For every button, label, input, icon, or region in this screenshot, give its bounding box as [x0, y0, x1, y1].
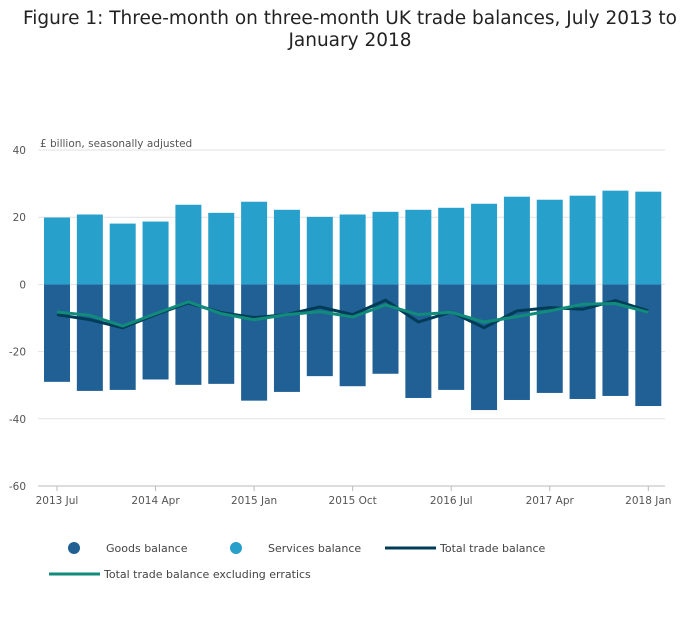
bar-goods-balance	[142, 284, 169, 380]
bar-goods-balance	[208, 284, 235, 384]
bar-goods-balance	[241, 284, 268, 401]
bar-services-balance	[208, 212, 235, 285]
bar-services-balance	[339, 214, 366, 285]
bar-services-balance	[569, 195, 596, 285]
bar-services-balance	[438, 207, 465, 285]
x-tick-label: 2016 Jul	[430, 495, 473, 507]
y-tick-label: -20	[9, 347, 26, 359]
y-tick-label: -60	[9, 481, 26, 493]
legend-marker	[230, 542, 242, 554]
bar-services-balance	[602, 190, 629, 285]
bar-services-balance	[405, 209, 432, 285]
bar-goods-balance	[569, 284, 596, 399]
bar-goods-balance	[109, 284, 136, 390]
bar-services-balance	[273, 209, 300, 285]
bar-services-balance	[142, 221, 169, 285]
y-tick-label: 0	[19, 279, 26, 291]
bar-goods-balance	[405, 284, 432, 398]
bar-goods-balance	[44, 284, 70, 382]
legend-label: Total trade balance	[439, 542, 546, 555]
x-tick-label: 2013 Jul	[36, 495, 79, 507]
y-axis-label: £ billion, seasonally adjusted	[40, 138, 192, 150]
x-tick-label: 2017 Apr	[526, 495, 575, 507]
bar-services-balance	[471, 203, 498, 285]
bar-goods-balance	[536, 284, 563, 393]
bar-goods-balance	[372, 284, 399, 374]
bar-services-balance	[76, 214, 103, 285]
bar-goods-balance	[438, 284, 465, 390]
x-tick-label: 2014 Apr	[131, 495, 180, 507]
legend-label: Services balance	[268, 542, 361, 555]
bar-goods-balance	[635, 284, 662, 407]
chart-title: Figure 1: Three-month on three-month UK …	[23, 8, 677, 51]
y-tick-label: 20	[13, 212, 26, 224]
bar-goods-balance	[76, 284, 103, 391]
x-tick-label: 2018 Jan	[625, 495, 671, 507]
bar-goods-balance	[306, 284, 333, 377]
bar-goods-balance	[175, 284, 202, 385]
x-tick-label: 2015 Jan	[231, 495, 277, 507]
bar-services-balance	[306, 216, 333, 285]
bar-goods-balance	[339, 284, 366, 387]
bar-goods-balance	[273, 284, 300, 392]
bar-services-balance	[372, 211, 399, 285]
bar-services-balance	[109, 223, 136, 285]
bar-services-balance	[503, 196, 530, 285]
bar-services-balance	[635, 191, 662, 285]
bar-services-balance	[44, 217, 70, 285]
legend-label: Total trade balance excluding erratics	[103, 568, 311, 581]
legend-marker	[68, 542, 80, 554]
line-total-trade-balance-excluding-erratics	[56, 300, 649, 328]
bar-goods-balance	[471, 284, 498, 411]
legend-label: Goods balance	[106, 542, 188, 555]
y-tick-label: -40	[9, 414, 26, 426]
y-tick-label: 40	[13, 145, 26, 157]
bar-services-balance	[175, 204, 202, 285]
bar-services-balance	[241, 201, 268, 285]
bar-services-balance	[536, 199, 563, 285]
bar-goods-balance	[503, 284, 530, 400]
x-tick-label: 2015 Oct	[329, 495, 377, 507]
